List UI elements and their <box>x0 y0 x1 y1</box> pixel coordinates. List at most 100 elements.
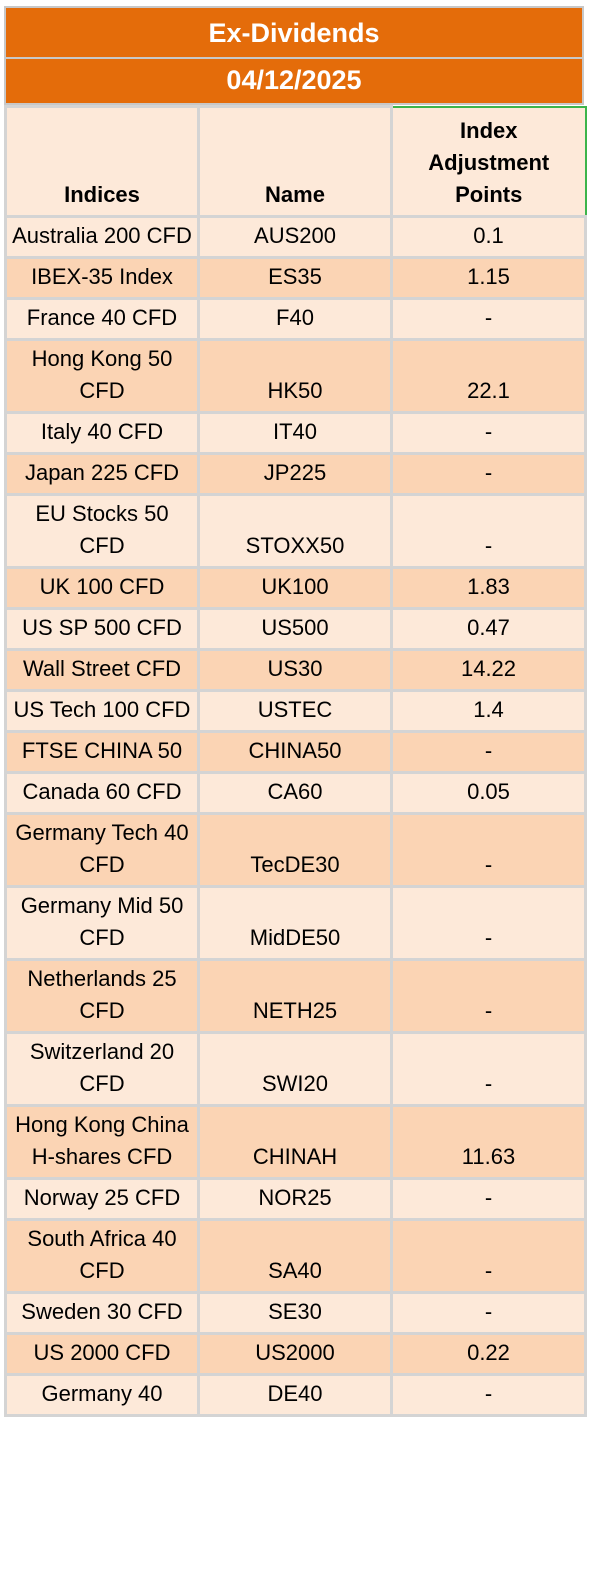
cell-indices[interactable]: FTSE CHINA 50 <box>4 730 200 774</box>
cell-name[interactable]: SE30 <box>197 1291 393 1335</box>
cell-name[interactable]: NETH25 <box>197 958 393 1034</box>
cell-adjustment-points[interactable]: - <box>390 1177 587 1221</box>
table-row: Australia 200 CFD AUS200 0.1 <box>4 215 587 259</box>
cell-indices[interactable]: Hong Kong 50 CFD <box>4 338 200 414</box>
cell-indices[interactable]: Japan 225 CFD <box>4 452 200 496</box>
table-row: Germany 40 DE40- <box>4 1373 587 1417</box>
cell-indices[interactable]: Wall Street CFD <box>4 648 200 692</box>
cell-name[interactable]: US2000 <box>197 1332 393 1376</box>
cell-adjustment-points[interactable]: 0.22 <box>390 1332 587 1376</box>
cell-adjustment-points[interactable]: - <box>390 885 587 961</box>
cell-indices[interactable]: Canada 60 CFD <box>4 771 200 815</box>
cell-adjustment-points[interactable]: - <box>390 812 587 888</box>
cell-adjustment-points[interactable]: 1.83 <box>390 566 587 610</box>
cell-indices[interactable]: Germany 40 <box>4 1373 200 1417</box>
ex-dividends-sheet: Ex-Dividends 04/12/2025 Indices Name Ind… <box>4 6 587 1417</box>
cell-indices[interactable]: US 2000 CFD <box>4 1332 200 1376</box>
cell-adjustment-points[interactable]: 1.4 <box>390 689 587 733</box>
cell-name[interactable]: US30 <box>197 648 393 692</box>
cell-adjustment-points[interactable]: - <box>390 1218 587 1294</box>
cell-indices[interactable]: Italy 40 CFD <box>4 411 200 455</box>
cell-indices[interactable]: Australia 200 CFD <box>4 215 200 259</box>
cell-adjustment-points[interactable]: 0.05 <box>390 771 587 815</box>
cell-indices[interactable]: EU Stocks 50 CFD <box>4 493 200 569</box>
table-row: Netherlands 25 CFD NETH25- <box>4 958 587 1034</box>
table-row: South Africa 40 CFD SA40- <box>4 1218 587 1294</box>
table-row: US Tech 100 CFD USTEC 1.4 <box>4 689 587 733</box>
table-row: US 2000 CFD US2000 0.22 <box>4 1332 587 1376</box>
cell-name[interactable]: USTEC <box>197 689 393 733</box>
table-row: Japan 225 CFD JP225- <box>4 452 587 496</box>
cell-indices[interactable]: Sweden 30 CFD <box>4 1291 200 1335</box>
table-body: Australia 200 CFD AUS200 0.1 IBEX-35 Index E… <box>4 215 587 1417</box>
table-row: Italy 40 CFD IT40- <box>4 411 587 455</box>
cell-adjustment-points[interactable]: 0.47 <box>390 607 587 651</box>
cell-indices[interactable]: Hong Kong China H-shares CFD <box>4 1104 200 1180</box>
cell-adjustment-points[interactable]: - <box>390 452 587 496</box>
cell-name[interactable]: US500 <box>197 607 393 651</box>
dividends-table: Indices Name Index Adjustment Points Aus… <box>4 105 587 1417</box>
cell-indices[interactable]: South Africa 40 CFD <box>4 1218 200 1294</box>
cell-indices[interactable]: US SP 500 CFD <box>4 607 200 651</box>
cell-name[interactable]: IT40 <box>197 411 393 455</box>
cell-name[interactable]: CA60 <box>197 771 393 815</box>
cell-indices[interactable]: UK 100 CFD <box>4 566 200 610</box>
table-row: Canada 60 CFD CA60 0.05 <box>4 771 587 815</box>
cell-name[interactable]: STOXX50 <box>197 493 393 569</box>
table-row: Norway 25 CFD NOR25- <box>4 1177 587 1221</box>
cell-adjustment-points[interactable]: - <box>390 297 587 341</box>
table-row: Germany Tech 40 CFD TecDE30- <box>4 812 587 888</box>
cell-indices[interactable]: US Tech 100 CFD <box>4 689 200 733</box>
cell-adjustment-points[interactable]: - <box>390 1373 587 1417</box>
table-row: Germany Mid 50 CFD MidDE50- <box>4 885 587 961</box>
sheet-date: 04/12/2025 <box>4 59 584 105</box>
cell-adjustment-points[interactable]: - <box>390 493 587 569</box>
table-row: IBEX-35 Index ES35 1.15 <box>4 256 587 300</box>
table-row: US SP 500 CFD US500 0.47 <box>4 607 587 651</box>
sheet-title: Ex-Dividends <box>4 6 584 59</box>
cell-name[interactable]: F40 <box>197 297 393 341</box>
cell-name[interactable]: CHINAH <box>197 1104 393 1180</box>
cell-name[interactable]: SA40 <box>197 1218 393 1294</box>
cell-name[interactable]: HK50 <box>197 338 393 414</box>
cell-indices[interactable]: Switzerland 20 CFD <box>4 1031 200 1107</box>
cell-indices[interactable]: IBEX-35 Index <box>4 256 200 300</box>
header-row: Indices Name Index Adjustment Points <box>4 105 587 218</box>
cell-name[interactable]: UK100 <box>197 566 393 610</box>
table-row: Switzerland 20 CFD SWI20- <box>4 1031 587 1107</box>
cell-adjustment-points[interactable]: - <box>390 730 587 774</box>
cell-adjustment-points[interactable]: - <box>390 1291 587 1335</box>
cell-adjustment-points[interactable]: - <box>390 1031 587 1107</box>
table-row: Hong Kong 50 CFD HK50 22.1 <box>4 338 587 414</box>
table-row: UK 100 CFD UK100 1.83 <box>4 566 587 610</box>
cell-adjustment-points[interactable]: 22.1 <box>390 338 587 414</box>
cell-name[interactable]: AUS200 <box>197 215 393 259</box>
cell-adjustment-points[interactable]: 1.15 <box>390 256 587 300</box>
cell-indices[interactable]: Germany Mid 50 CFD <box>4 885 200 961</box>
header-name[interactable]: Name <box>197 105 393 218</box>
cell-adjustment-points[interactable]: - <box>390 958 587 1034</box>
table-row: France 40 CFD F40- <box>4 297 587 341</box>
table-row: EU Stocks 50 CFD STOXX50- <box>4 493 587 569</box>
cell-name[interactable]: NOR25 <box>197 1177 393 1221</box>
header-index-adjustment-points[interactable]: Index Adjustment Points <box>390 105 587 218</box>
table-row: Sweden 30 CFD SE30- <box>4 1291 587 1335</box>
header-indices[interactable]: Indices <box>4 105 200 218</box>
cell-name[interactable]: SWI20 <box>197 1031 393 1107</box>
cell-name[interactable]: TecDE30 <box>197 812 393 888</box>
table-row: Wall Street CFD US30 14.22 <box>4 648 587 692</box>
cell-name[interactable]: DE40 <box>197 1373 393 1417</box>
cell-name[interactable]: CHINA50 <box>197 730 393 774</box>
cell-adjustment-points[interactable]: 14.22 <box>390 648 587 692</box>
cell-name[interactable]: JP225 <box>197 452 393 496</box>
cell-adjustment-points[interactable]: 11.63 <box>390 1104 587 1180</box>
cell-indices[interactable]: France 40 CFD <box>4 297 200 341</box>
cell-indices[interactable]: Netherlands 25 CFD <box>4 958 200 1034</box>
cell-name[interactable]: MidDE50 <box>197 885 393 961</box>
cell-indices[interactable]: Germany Tech 40 CFD <box>4 812 200 888</box>
cell-adjustment-points[interactable]: 0.1 <box>390 215 587 259</box>
cell-indices[interactable]: Norway 25 CFD <box>4 1177 200 1221</box>
cell-name[interactable]: ES35 <box>197 256 393 300</box>
cell-adjustment-points[interactable]: - <box>390 411 587 455</box>
table-row: FTSE CHINA 50 CHINA50- <box>4 730 587 774</box>
